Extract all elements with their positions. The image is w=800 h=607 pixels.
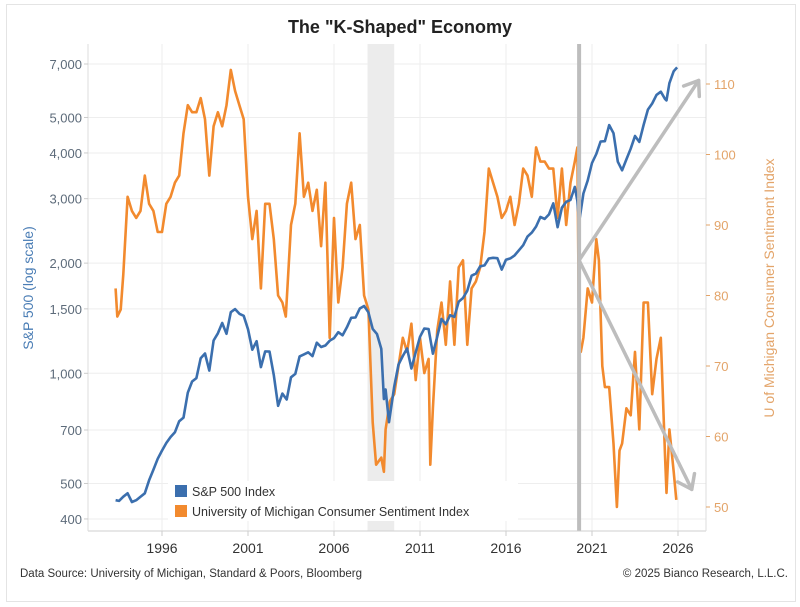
legend-label-sp500: S&P 500 Index (192, 485, 276, 499)
arrow-up-icon-shaft (577, 79, 701, 262)
legend-swatch-umich (175, 505, 187, 517)
y-axis-label: S&P 500 (log scale) (20, 226, 36, 349)
arrow-up-icon-head (681, 78, 701, 88)
y-tick-label: 400 (60, 512, 82, 527)
x-tick-label: 2026 (662, 540, 693, 556)
arrow-up-icon-head (696, 78, 702, 99)
legend-label-umich: University of Michigan Consumer Sentimen… (192, 505, 470, 519)
y-tick-label: 7,000 (49, 57, 82, 72)
y2-tick-label: 90 (714, 218, 728, 233)
y-tick-label: 1,500 (49, 302, 82, 317)
legend-background (168, 481, 518, 521)
x-tick-label: 2006 (318, 540, 349, 556)
x-tick-label: 2016 (490, 540, 521, 556)
arrow-down-icon-head (690, 471, 697, 492)
recession-shading (367, 44, 395, 531)
data-source-note: Data Source: University of Michigan, Sta… (20, 568, 362, 580)
x-tick-label: 2021 (576, 540, 607, 556)
y2-axis-label: U of Michigan Consumer Sentiment Index (761, 158, 777, 417)
y2-tick-label: 100 (714, 148, 736, 163)
y2-tick-label: 60 (714, 430, 728, 445)
y2-tick-label: 50 (714, 500, 728, 515)
chart-frame (6, 4, 796, 602)
arrow-down-icon-head (675, 480, 694, 492)
legend: S&P 500 Index University of Michigan Con… (168, 481, 518, 521)
y-tick-label: 700 (60, 423, 82, 438)
copyright-note: © 2025 Bianco Research, L.L.C. (622, 568, 788, 580)
y-tick-label: 500 (60, 476, 82, 491)
y-tick-label: 4,000 (49, 146, 82, 161)
x-tick-label: 2011 (405, 540, 435, 556)
y-tick-label: 1,000 (49, 366, 82, 381)
x-tick-label: 1996 (146, 540, 177, 556)
y-tick-label: 3,000 (49, 192, 82, 207)
y2-tick-label: 70 (714, 359, 728, 374)
x-tick-label: 2001 (232, 540, 263, 556)
legend-swatch-sp500 (175, 485, 187, 497)
chart-title: The "K-Shaped" Economy (287, 17, 513, 37)
series-line-umich (114, 68, 678, 509)
y2-tick-label: 110 (714, 77, 735, 92)
y-tick-label: 5,000 (49, 110, 82, 125)
y-tick-label: 2,000 (49, 256, 82, 271)
y2-tick-label: 80 (714, 289, 728, 304)
arrow-down-icon-shaft (577, 259, 694, 491)
series-line-sp500 (115, 66, 679, 504)
